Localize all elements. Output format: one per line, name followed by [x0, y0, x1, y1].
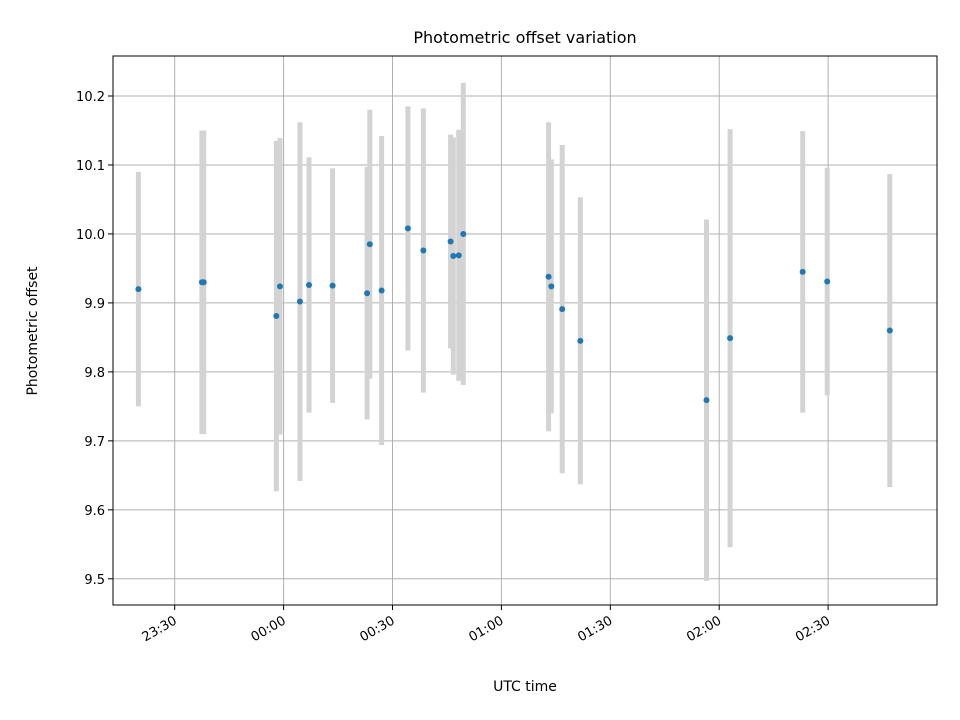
- data-point: [200, 279, 207, 286]
- data-point: [799, 268, 806, 275]
- data-point: [366, 241, 373, 248]
- data-point: [824, 278, 831, 285]
- x-axis-label: UTC time: [493, 679, 557, 695]
- data-point: [404, 225, 411, 232]
- y-tick-label: 9.6: [84, 504, 105, 519]
- data-point: [559, 306, 566, 313]
- data-point: [273, 313, 280, 320]
- data-point: [364, 290, 371, 297]
- data-point: [276, 283, 283, 290]
- data-point: [447, 238, 454, 245]
- data-point: [545, 273, 552, 280]
- y-tick-label: 9.8: [84, 366, 105, 381]
- data-points: [135, 225, 893, 404]
- data-point: [548, 283, 555, 290]
- data-point: [306, 281, 313, 288]
- data-point: [296, 298, 303, 305]
- y-tick-label: 9.5: [84, 573, 105, 588]
- data-point: [886, 327, 893, 334]
- data-point: [703, 397, 710, 404]
- data-point: [420, 247, 427, 254]
- data-point: [460, 230, 467, 237]
- data-point: [727, 335, 734, 342]
- data-point: [135, 286, 142, 293]
- y-tick-label: 9.7: [84, 435, 105, 450]
- y-tick-label: 10.2: [76, 90, 105, 105]
- y-axis-label: Photometric offset: [25, 266, 41, 396]
- data-point: [455, 252, 462, 259]
- data-point: [577, 337, 584, 344]
- data-point: [378, 287, 385, 294]
- data-point: [329, 282, 336, 289]
- y-tick-label: 10.1: [76, 159, 105, 174]
- y-axis: 9.5 9.6 9.7 9.8 9.9 10.0 10.1 10.2: [76, 90, 113, 588]
- chart-title: Photometric offset variation: [413, 28, 636, 47]
- data-point: [450, 253, 457, 260]
- grid: [113, 56, 937, 605]
- y-tick-label: 9.9: [84, 297, 105, 312]
- plot-frame: [112, 55, 938, 606]
- y-tick-label: 10.0: [76, 228, 105, 243]
